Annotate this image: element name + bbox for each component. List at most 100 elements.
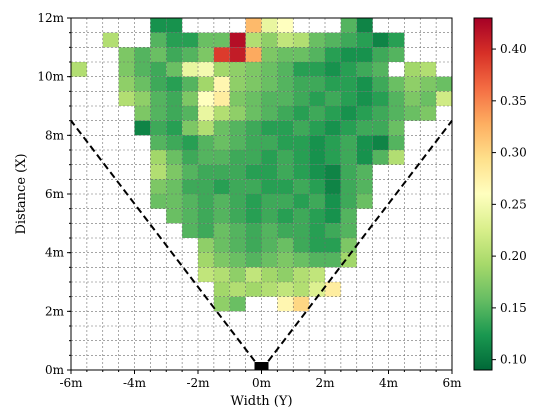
heatmap-cell — [420, 91, 437, 106]
heatmap-cell — [277, 76, 294, 92]
heatmap-cell — [293, 164, 310, 180]
heatmap-cell — [229, 164, 246, 180]
heatmap-cell — [229, 208, 246, 224]
heatmap-cell — [166, 164, 183, 180]
heatmap-cell — [182, 164, 198, 180]
heatmap-cell — [150, 106, 167, 121]
heatmap-cell — [309, 238, 325, 253]
heatmap-cell — [309, 179, 325, 194]
heatmap-cell — [277, 91, 294, 106]
x-axis-label: Width (Y) — [230, 394, 292, 409]
heatmap-cell — [293, 91, 310, 106]
heatmap-cell — [277, 62, 294, 77]
heatmap-cell — [150, 135, 167, 150]
heatmap-cell — [213, 150, 230, 165]
heatmap-cell — [213, 135, 230, 150]
fov-line — [260, 120, 453, 371]
heatmap-cell — [261, 282, 278, 297]
heatmap-cell — [245, 18, 262, 33]
heatmap-cell — [277, 238, 294, 253]
heatmap-cell — [309, 223, 325, 238]
heatmap-cell — [340, 47, 357, 62]
heatmap-cell — [325, 47, 341, 62]
heatmap-cell — [388, 135, 405, 150]
heatmap-cell — [229, 282, 246, 297]
heatmap-cell — [245, 135, 262, 150]
heatmap-cell — [277, 164, 294, 180]
heatmap-cell — [404, 106, 421, 121]
heatmap-cell — [356, 164, 373, 180]
heatmap-cell — [150, 120, 167, 136]
heatmap-cell — [150, 194, 167, 209]
heatmap-cell — [261, 150, 278, 165]
heatmap-cell — [309, 135, 325, 150]
heatmap-cell — [293, 76, 310, 92]
heatmap-cell — [388, 150, 405, 165]
heatmap-cell — [261, 252, 278, 268]
heatmap-cell — [261, 194, 278, 209]
heatmap-cell — [182, 179, 198, 194]
heatmap-cell — [309, 47, 325, 62]
heatmap-cell — [277, 106, 294, 121]
heatmap-cell — [340, 106, 357, 121]
heatmap-cell — [213, 91, 230, 106]
heatmap-cell — [293, 106, 310, 121]
heatmap-cell — [261, 106, 278, 121]
heatmap-cell — [340, 208, 357, 224]
heatmap-cell — [340, 32, 357, 48]
heatmap-cell — [229, 194, 246, 209]
heatmap-cell — [213, 282, 230, 297]
heatmap-cell — [118, 91, 135, 106]
heatmap-cell — [356, 62, 373, 77]
heatmap-cell — [261, 18, 278, 33]
heatmap-cell — [356, 150, 373, 165]
heatmap-cell — [261, 91, 278, 106]
x-axis-ticks: -6m -4m -2m 0m 2m 4m 6m — [59, 370, 462, 390]
heatmap-cell — [293, 120, 310, 136]
heatmap-cell — [388, 91, 405, 106]
heatmap-cell — [229, 252, 246, 268]
heatmap-cell — [372, 76, 389, 92]
heatmap-cell — [309, 208, 325, 224]
heatmap-cell — [420, 62, 437, 77]
heatmap-cell — [325, 179, 341, 194]
heatmap-cell — [277, 267, 294, 282]
heatmap-cell — [356, 32, 373, 48]
sensor-marker-group — [254, 362, 269, 370]
heatmap-cell — [340, 120, 357, 136]
heatmap-cell — [198, 194, 214, 209]
heatmap-cell — [277, 223, 294, 238]
heatmap-cell — [166, 120, 183, 136]
heatmap-cell — [372, 135, 389, 150]
x-tick-label: 6m — [442, 376, 462, 390]
heatmap-cell — [166, 106, 183, 121]
heatmap-cell — [166, 135, 183, 150]
heatmap-cell — [340, 135, 357, 150]
heatmap-cell — [213, 179, 230, 194]
heatmap-cell — [325, 150, 341, 165]
heatmap-cell — [245, 208, 262, 224]
heatmap-cell — [229, 296, 246, 312]
heatmap-cell — [245, 47, 262, 62]
heatmap-cell — [198, 223, 214, 238]
heatmap-cell — [198, 179, 214, 194]
colorbar-tick-label: 0.30 — [500, 146, 527, 160]
heatmap-cell — [356, 76, 373, 92]
heatmap-cell — [436, 91, 452, 106]
heatmap-cell — [102, 32, 119, 48]
fov-line — [70, 120, 263, 371]
heatmap-cell — [182, 194, 198, 209]
heatmap-cell — [245, 238, 262, 253]
heatmap-cell — [293, 135, 310, 150]
heatmap-cell — [325, 194, 341, 209]
heatmap-cell — [229, 91, 246, 106]
heatmap-cell — [325, 238, 341, 253]
heatmap-cell — [134, 120, 151, 136]
heatmap-cell — [356, 179, 373, 194]
heatmap-cell — [293, 208, 310, 224]
heatmap-cell — [150, 179, 167, 194]
heatmap-cell — [150, 150, 167, 165]
heatmap-cell — [182, 208, 198, 224]
heatmap-cell — [277, 150, 294, 165]
y-tick-label: 6m — [45, 187, 65, 201]
